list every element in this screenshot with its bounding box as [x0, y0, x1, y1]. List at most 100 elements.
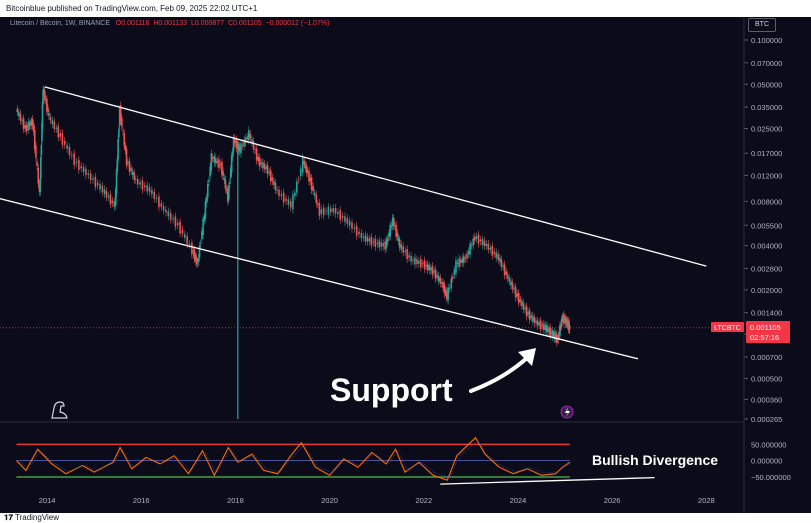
candle-body: [105, 190, 108, 198]
candle-body: [355, 225, 358, 236]
candle-body: [222, 170, 224, 177]
symbol-tag: LTCBTC: [714, 325, 741, 332]
candle-body: [320, 209, 323, 214]
candle-body: [43, 89, 45, 93]
candle-body: [167, 211, 170, 217]
candle-body: [176, 222, 179, 226]
candle-body: [441, 281, 443, 284]
candle-body: [461, 258, 464, 263]
candle-body: [68, 147, 71, 155]
price-axis: 0.100000 0.070000 0.050000 0.035000 0.025000…: [744, 36, 782, 424]
candle-body: [368, 238, 371, 242]
candle-body: [561, 317, 564, 322]
candle-body: [128, 160, 131, 172]
candle-body: [61, 132, 64, 145]
candle-body: [16, 108, 19, 113]
price-tick-label: 0.004000: [751, 242, 782, 251]
candle-body: [174, 216, 177, 227]
osc-tick-label: 0.000000: [751, 457, 782, 466]
candle-body: [223, 177, 226, 181]
candle-body: [269, 170, 272, 182]
candle-body: [244, 137, 247, 144]
candle-body: [397, 237, 400, 241]
candle-body: [550, 332, 553, 334]
footer: 𝟏𝟕 TradingView: [0, 513, 811, 523]
channel-upper-line: [44, 86, 707, 267]
candle-body: [199, 243, 202, 245]
candle-body: [263, 163, 266, 170]
candle-body: [392, 217, 395, 226]
candle-body: [117, 139, 119, 160]
publish-info: Bitcoinblue published on TradingView.com…: [6, 4, 258, 13]
candle-body: [191, 242, 193, 255]
candle-body: [420, 258, 422, 268]
candle-body: [38, 183, 41, 192]
candle-body: [313, 192, 316, 196]
candle-body: [119, 105, 122, 122]
oscillator-pane: [16, 436, 655, 485]
candle-body: [21, 120, 23, 121]
candle-body: [42, 90, 44, 104]
candle-body: [437, 275, 440, 282]
candle-body: [372, 241, 375, 243]
candle-body: [48, 113, 50, 117]
candle-body: [443, 284, 446, 295]
candle-body: [387, 237, 389, 241]
candle-body: [146, 185, 148, 192]
candle-body: [121, 117, 123, 127]
candle-body: [448, 287, 451, 290]
legend-high: H0.001133: [153, 20, 188, 27]
candle-body: [500, 259, 503, 267]
candle-body: [456, 262, 459, 264]
price-tag-bg: [746, 321, 790, 343]
candle-body: [527, 312, 529, 315]
candle-body: [226, 188, 229, 202]
candle-body: [400, 244, 403, 250]
candle-body: [22, 118, 25, 130]
candle-body: [447, 287, 449, 301]
candle-body: [51, 119, 54, 125]
candle-body: [301, 157, 304, 173]
candle-body: [40, 144, 43, 155]
candle-body: [514, 286, 517, 298]
time-axis: 2014 2016 2018 2020 2022 2024 2026 2028: [39, 496, 715, 505]
candle-body: [46, 98, 48, 112]
candle-body: [36, 161, 38, 166]
candle-body: [141, 180, 144, 190]
candle-body: [211, 157, 214, 159]
candle-body: [151, 189, 153, 195]
candle-body: [310, 177, 313, 191]
candle-body: [543, 323, 545, 331]
candle-body: [273, 180, 275, 185]
candle-body: [224, 179, 227, 189]
candle-body: [402, 246, 404, 253]
candle-body: [127, 162, 129, 164]
candle-body: [433, 271, 435, 273]
candle-body: [155, 198, 158, 200]
candle-body: [24, 125, 26, 129]
candle-body: [107, 196, 110, 198]
lightning-icon[interactable]: [560, 405, 574, 419]
chart-area[interactable]: [0, 17, 811, 513]
candle-body: [181, 229, 184, 234]
price-candles: [0, 85, 744, 419]
candle-body: [470, 245, 473, 247]
candle-body: [532, 315, 534, 322]
candle-body: [394, 225, 396, 227]
price-tick-label: 0.012000: [751, 171, 782, 180]
candle-body: [233, 137, 236, 144]
candle-body: [289, 201, 292, 208]
candle-body: [206, 183, 209, 198]
candle-body: [280, 194, 283, 196]
candle-body: [131, 170, 134, 176]
candle-body: [213, 156, 216, 163]
candle-body: [370, 236, 373, 246]
candle-body: [406, 249, 408, 260]
candle-body: [495, 252, 497, 258]
candle-body: [317, 203, 319, 205]
candle-body: [139, 182, 141, 185]
currency-button[interactable]: BTC: [748, 18, 776, 32]
candle-body: [378, 240, 381, 248]
candle-body: [525, 306, 528, 317]
